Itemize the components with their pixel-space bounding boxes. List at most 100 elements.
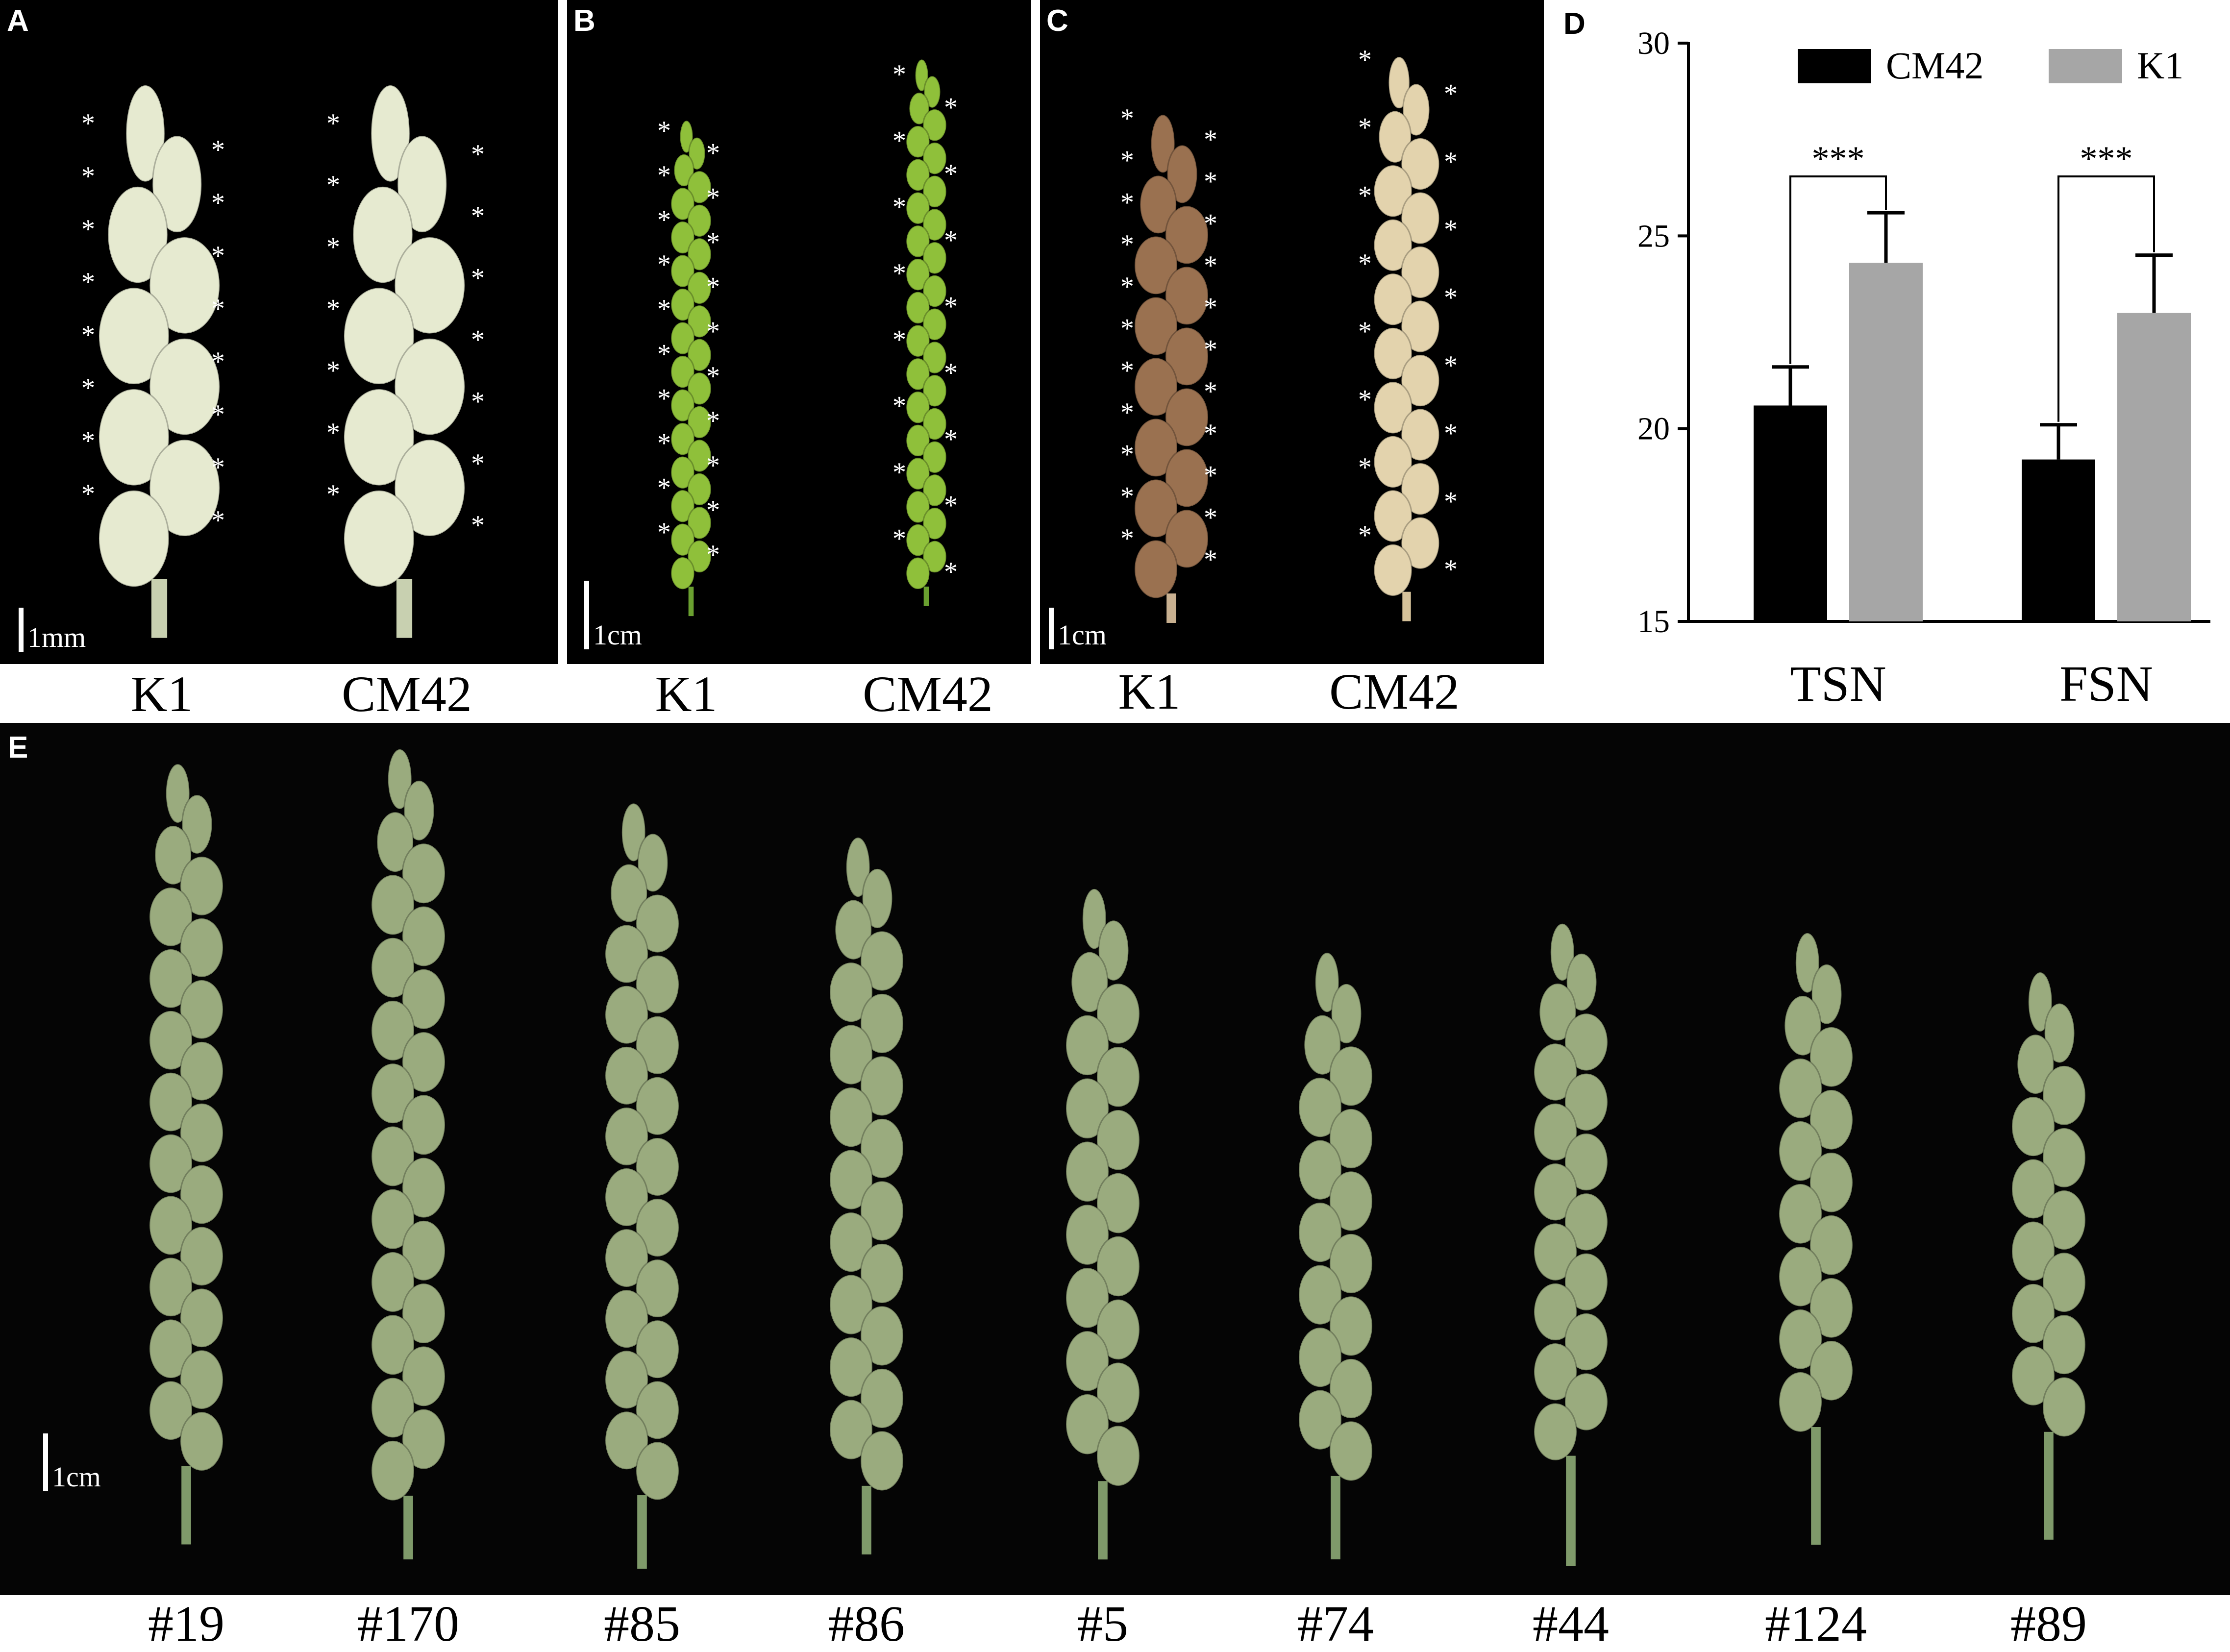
spikelet-marker-asterisk: * (657, 472, 671, 503)
y-tick-label: 25 (1637, 218, 1670, 254)
spikelet (922, 208, 947, 242)
spikelet (1533, 1103, 1578, 1161)
spikelet (670, 355, 695, 389)
spikelet (149, 1072, 193, 1132)
spikelet (905, 391, 930, 424)
spikelet (371, 1188, 415, 1250)
spikelet (179, 1349, 224, 1410)
panel-e-line-label: #85 (604, 1596, 680, 1652)
spikelet-marker-asterisk: * (1358, 317, 1372, 347)
legend-label-k1: K1 (2137, 44, 2183, 87)
spikelet (179, 917, 224, 978)
spikelet (149, 887, 193, 947)
spikelet-marker-asterisk: * (1204, 419, 1217, 449)
spikelet-marker-asterisk: * (326, 294, 340, 324)
spikelet (845, 837, 871, 898)
spikelet-marker-asterisk: * (706, 138, 720, 169)
panel-e-line-label: #170 (357, 1596, 459, 1652)
spike-stem (1331, 1476, 1340, 1559)
spikelet-marker-asterisk: * (81, 479, 95, 509)
panel-e-line-label: #89 (2010, 1596, 2087, 1652)
spikelet (635, 1015, 680, 1075)
spikelet-marker-asterisk: * (81, 320, 95, 350)
spikelet (923, 75, 941, 109)
spikelet (1809, 1026, 1854, 1088)
spikelet (687, 506, 712, 540)
spikelet (149, 1134, 193, 1194)
spikelet (635, 1198, 680, 1257)
spikelet-marker-asterisk: * (1204, 461, 1217, 491)
spikelet (1564, 1192, 1609, 1252)
spikelet (2042, 1065, 2086, 1126)
y-tick-label: 15 (1637, 604, 1670, 640)
spikelet-marker-asterisk: * (1120, 355, 1134, 386)
spikelet (1564, 1012, 1609, 1071)
spikelet (1811, 963, 1842, 1025)
spikelet (687, 472, 712, 506)
panel-c-label-k1: K1 (1118, 664, 1181, 720)
spikelet (604, 985, 649, 1045)
spikelet-marker-asterisk: * (1120, 440, 1134, 470)
x-category-label: TSN (1790, 656, 1886, 712)
spikelet (2044, 1003, 2075, 1063)
panel-c-scale-bar: 1cm (1049, 608, 1107, 649)
spikelet (1329, 1233, 1373, 1294)
spikelet (149, 1195, 193, 1256)
spikelet (621, 802, 646, 862)
spike (829, 837, 904, 1554)
spikelet (1134, 296, 1178, 356)
spikelet (1065, 1393, 1110, 1455)
spikelet (860, 930, 904, 991)
spikelet-marker-asterisk: * (211, 346, 225, 377)
spikelet-marker-asterisk: * (211, 399, 225, 430)
spikelet (1134, 236, 1178, 295)
spikelet (829, 1024, 873, 1085)
spikelet-marker-asterisk: * (892, 192, 906, 222)
spikelet-marker-asterisk: * (326, 356, 340, 386)
spikelet (670, 187, 695, 221)
spikelet-marker-asterisk: * (1444, 78, 1458, 109)
spikelet (1065, 1267, 1110, 1329)
spikelet (1065, 1078, 1110, 1139)
spikelet (687, 170, 712, 204)
spikelet (604, 1107, 649, 1166)
spikelet (1096, 1172, 1140, 1234)
spikelet-marker-asterisk: * (1358, 45, 1372, 75)
spikelet (670, 489, 695, 523)
spikelet (905, 357, 930, 391)
spikelet (2042, 1314, 2086, 1375)
spikelet (371, 1440, 415, 1502)
spikelet (401, 1157, 446, 1219)
spike-stem (862, 1485, 871, 1554)
panel-c-letter: C (1046, 4, 1068, 38)
panel-e-letter: E (8, 731, 28, 764)
spikelet (1564, 1253, 1609, 1311)
spikelet (670, 254, 695, 288)
spike (1298, 952, 1373, 1559)
spikelet (687, 405, 712, 439)
spikelet (1809, 1152, 1854, 1213)
spikelet (1566, 953, 1597, 1011)
spike-stem (1566, 1455, 1576, 1566)
panel-e-line-label: #124 (1765, 1596, 1867, 1652)
spikelet (670, 556, 695, 590)
spikelet (1165, 266, 1209, 325)
spikelet (352, 186, 414, 284)
spikelet (179, 1164, 224, 1225)
spikelet (922, 142, 947, 175)
spikelet (1778, 1308, 1823, 1370)
spikelet-marker-asterisk: * (1120, 314, 1134, 344)
spikelet (1082, 888, 1107, 950)
spikelet (1098, 919, 1129, 982)
spikelet (1784, 995, 1822, 1057)
spike-stem (923, 586, 929, 606)
spikelet (401, 1031, 446, 1093)
spikelet (1065, 1330, 1110, 1392)
spikelet-marker-asterisk: * (471, 201, 485, 231)
spikelet (922, 108, 947, 142)
spikelet (670, 288, 695, 321)
spikelet (1400, 246, 1440, 299)
spikelet (1373, 543, 1413, 597)
y-tick-label: 30 (1637, 25, 1670, 61)
